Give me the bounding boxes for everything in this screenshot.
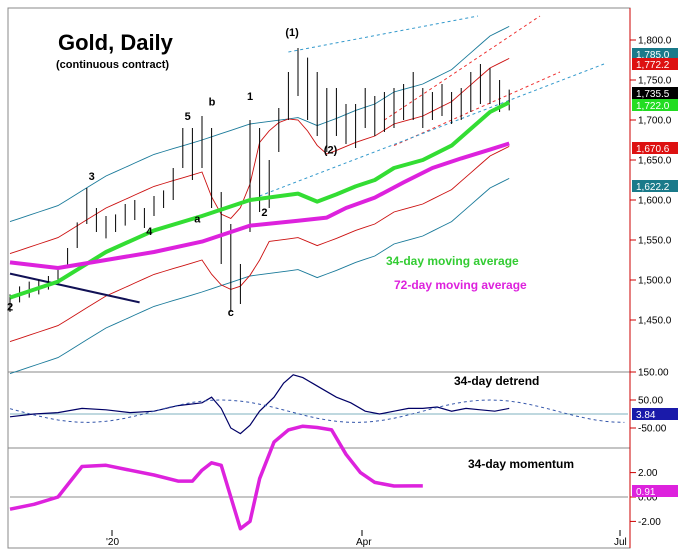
price-value-tag: 1,772.2 bbox=[636, 60, 670, 71]
momentum-y-tick-label: 2.00 bbox=[638, 468, 658, 479]
price-y-tick-label: 1,500.0 bbox=[638, 276, 672, 287]
x-tick-label: Apr bbox=[356, 537, 372, 548]
price-value-tag-bg bbox=[632, 142, 678, 154]
chart-subtitle: (continuous contract) bbox=[56, 59, 169, 71]
price-y-tick-label: 1,800.0 bbox=[638, 36, 672, 47]
price-value-tag-bg bbox=[632, 48, 678, 60]
wave-label: 2 bbox=[261, 207, 267, 219]
wave-label: 2 bbox=[7, 301, 13, 313]
lower-outer-band bbox=[9, 177, 510, 375]
detrend-y-tick-label: 150.00 bbox=[638, 368, 669, 379]
detrend-value-tag: 3.84 bbox=[636, 410, 656, 421]
price-y-tick-label: 1,650.0 bbox=[638, 156, 672, 167]
momentum-series-line bbox=[9, 424, 423, 531]
detrend-value-tag-bg bbox=[632, 408, 678, 420]
wave-label: c bbox=[228, 307, 234, 319]
price-value-tag-bg bbox=[632, 99, 678, 111]
price-y-tick-label: 1,450.0 bbox=[638, 316, 672, 327]
price-value-tag: 1,722.0 bbox=[636, 101, 670, 112]
wave-label: (1) bbox=[285, 27, 299, 39]
wave-label: b bbox=[209, 97, 216, 109]
wave-label: (2) bbox=[324, 145, 338, 157]
ma72-series-line bbox=[9, 141, 510, 270]
wave-label: 5 bbox=[185, 111, 191, 123]
ma34-series-line bbox=[9, 100, 511, 300]
price-y-tick-label: 1,700.0 bbox=[638, 116, 672, 127]
detrend-y-tick-label: -50.00 bbox=[638, 424, 667, 435]
wave-label: 1 bbox=[247, 91, 253, 103]
price-value-tag-bg bbox=[632, 87, 678, 99]
wave-label: 4 bbox=[146, 226, 153, 238]
detrend-panel-title: 34-day detrend bbox=[454, 374, 539, 388]
price-value-tag: 1,622.2 bbox=[636, 182, 670, 193]
downtrend-line bbox=[9, 272, 140, 304]
price-value-tag: 1,785.0 bbox=[636, 50, 670, 61]
detrend-projection-line bbox=[9, 399, 625, 423]
momentum-y-tick-label: 0.00 bbox=[638, 493, 658, 504]
wave-label: a bbox=[194, 213, 201, 225]
price-value-tag-bg bbox=[632, 180, 678, 192]
price-value-tag-bg bbox=[632, 58, 678, 70]
momentum-y-tick-label: -2.00 bbox=[638, 517, 661, 528]
ma34-annotation: 34-day moving average bbox=[386, 254, 519, 268]
upper-outer-band bbox=[9, 25, 510, 223]
lower-inner-band bbox=[9, 145, 510, 343]
detrend-y-tick-label: 50.00 bbox=[638, 396, 663, 407]
price-value-tag: 1,670.6 bbox=[636, 144, 670, 155]
price-value-tag: 1,735.5 bbox=[636, 89, 670, 100]
price-y-tick-label: 1,600.0 bbox=[638, 196, 672, 207]
detrend-series-line bbox=[9, 374, 510, 435]
x-tick-label: Jul bbox=[614, 537, 627, 548]
wave-label: 3 bbox=[89, 171, 95, 183]
x-tick-label: '20 bbox=[106, 537, 119, 548]
momentum-value-tag: 0.91 bbox=[636, 487, 656, 498]
price-y-tick-label: 1,550.0 bbox=[638, 236, 672, 247]
ma72-annotation: 72-day moving average bbox=[394, 278, 527, 292]
momentum-panel-title: 34-day momentum bbox=[468, 457, 574, 471]
price-y-tick-label: 1,750.0 bbox=[638, 76, 672, 87]
projection-line-upper-blue bbox=[288, 15, 479, 53]
projection-line-lower-blue bbox=[259, 63, 605, 197]
momentum-value-tag-bg bbox=[632, 485, 678, 497]
chart-title: Gold, Daily bbox=[58, 30, 174, 55]
projection-line-lower-red bbox=[393, 71, 561, 147]
projection-line-upper-red bbox=[384, 15, 541, 121]
